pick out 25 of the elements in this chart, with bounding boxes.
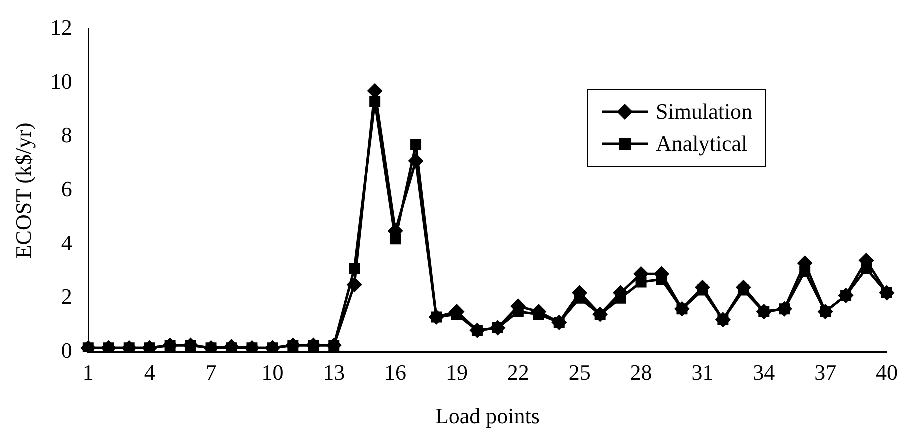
x-tick-label: 16 (384, 360, 407, 386)
y-tick-label: 8 (61, 122, 72, 148)
x-tick-label: 4 (144, 360, 156, 386)
x-tick-label: 1 (82, 360, 94, 386)
y-tick-label: 12 (50, 14, 72, 40)
x-tick-label: 22 (507, 360, 530, 386)
y-tick-label: 4 (61, 230, 72, 256)
y-tick-label: 6 (61, 176, 72, 202)
x-tick-label: 13 (323, 360, 346, 386)
y-axis-title: ECOST (k$/yr) (10, 122, 36, 259)
x-tick-label: 40 (876, 360, 898, 386)
x-tick-label: 7 (206, 360, 217, 386)
x-tick-label: 19 (446, 360, 468, 386)
y-tick-label: 2 (61, 284, 72, 310)
x-tick-label: 37 (814, 360, 837, 386)
legend-label: Simulation (656, 98, 753, 126)
x-axis-title: Load points (435, 404, 540, 429)
y-tick-label: 0 (61, 338, 72, 363)
x-tick-label: 31 (692, 360, 714, 386)
legend-label: Analytical (656, 130, 748, 158)
y-tick-label: 10 (50, 68, 72, 94)
x-tick-label: 10 (262, 360, 284, 386)
x-tick-label: 34 (753, 360, 776, 386)
x-tick-label: 28 (630, 360, 652, 386)
x-tick-label: 25 (568, 360, 591, 386)
